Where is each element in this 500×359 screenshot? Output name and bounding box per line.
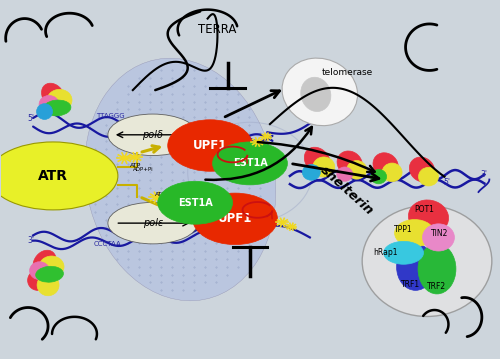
Ellipse shape [304,147,330,174]
Ellipse shape [362,206,492,317]
Circle shape [289,225,294,228]
Ellipse shape [43,100,71,116]
Ellipse shape [422,224,454,251]
Text: ADP+Pi: ADP+Pi [132,167,153,172]
Text: UPF1: UPF1 [218,212,252,225]
Text: TRF1: TRF1 [401,280,420,289]
Circle shape [280,220,285,224]
Ellipse shape [168,120,252,171]
Ellipse shape [42,83,64,108]
Text: hRap1: hRap1 [374,248,398,257]
Ellipse shape [370,169,386,184]
Ellipse shape [337,167,352,181]
Ellipse shape [28,270,48,290]
Text: 5': 5' [27,114,34,123]
Text: TIN2: TIN2 [431,229,448,238]
Text: UPF1: UPF1 [193,139,228,152]
Ellipse shape [410,157,434,182]
Circle shape [166,194,172,199]
Ellipse shape [313,157,335,177]
Text: POT1: POT1 [414,205,434,214]
Ellipse shape [373,153,398,178]
Ellipse shape [36,104,52,120]
Circle shape [154,195,160,200]
Circle shape [255,140,260,144]
Text: 3': 3' [27,236,34,245]
Ellipse shape [30,262,50,280]
Ellipse shape [84,58,276,301]
Ellipse shape [39,256,64,278]
Ellipse shape [36,266,64,282]
Ellipse shape [158,181,232,224]
Ellipse shape [47,89,72,111]
Text: TTAGGG: TTAGGG [96,113,124,119]
Ellipse shape [394,220,434,247]
Text: 3': 3' [481,170,488,179]
Text: ATP: ATP [154,192,166,197]
Text: ATP: ATP [130,163,141,168]
Text: TRF2: TRF2 [428,281,446,290]
Ellipse shape [108,114,198,155]
Ellipse shape [39,95,59,113]
Circle shape [132,155,138,159]
Ellipse shape [346,160,366,179]
Text: CCCTAA: CCCTAA [94,241,122,247]
Ellipse shape [384,241,424,264]
Text: EST1A: EST1A [232,158,268,168]
Ellipse shape [108,202,198,244]
Text: EST1A: EST1A [178,198,212,208]
Text: polε: polε [142,218,163,228]
Circle shape [264,135,268,138]
Text: shelterin: shelterin [318,164,376,218]
Ellipse shape [192,193,278,244]
Ellipse shape [33,250,56,275]
Ellipse shape [396,244,434,290]
Text: TERRA: TERRA [198,23,237,36]
Ellipse shape [282,58,358,126]
Text: 5': 5' [444,177,450,187]
Ellipse shape [37,274,59,296]
Text: ADP+Pi: ADP+Pi [160,197,180,202]
Text: TPP1: TPP1 [394,225,413,234]
Ellipse shape [418,244,456,294]
Ellipse shape [337,151,362,176]
Text: telomerase: telomerase [322,68,373,77]
Ellipse shape [302,164,320,180]
Ellipse shape [212,142,288,185]
Text: polδ: polδ [142,130,164,140]
Ellipse shape [408,200,449,234]
Text: ATR: ATR [38,169,68,183]
Ellipse shape [301,77,331,112]
Ellipse shape [0,142,118,210]
Ellipse shape [382,163,402,182]
Ellipse shape [418,167,438,186]
Circle shape [121,156,128,160]
